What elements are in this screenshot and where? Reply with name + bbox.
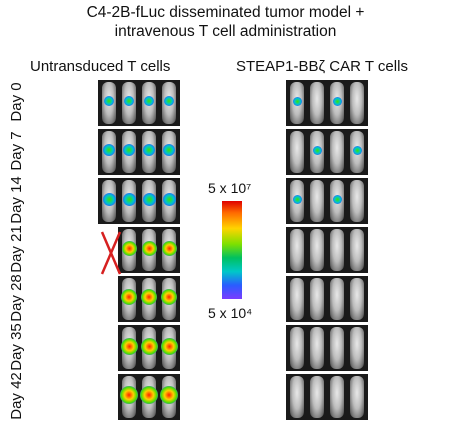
mouse-image — [310, 376, 324, 418]
mouse-image — [350, 278, 364, 320]
luminescence-signal — [102, 192, 116, 206]
luminescence-signal — [352, 145, 362, 155]
luminescence-signal — [164, 96, 174, 106]
luminescence-signal — [122, 192, 136, 206]
mouse-image — [350, 82, 364, 124]
day-label-text: Day 42 — [8, 372, 25, 420]
luminescence-signal — [120, 337, 138, 355]
luminescence-signal — [140, 386, 158, 404]
luminescence-signal — [292, 194, 302, 204]
untransduced-imaging-panel — [118, 325, 180, 371]
luminescence-signal — [160, 337, 178, 355]
day-label-text: Day 35 — [8, 323, 25, 371]
mouse-image — [290, 278, 304, 320]
day-label-text: Day 28 — [8, 274, 25, 322]
luminescence-signal — [140, 337, 158, 355]
luminescence-signal — [160, 386, 178, 404]
mouse-image — [330, 376, 344, 418]
untransduced-imaging-panel — [98, 80, 180, 126]
untransduced-imaging-panel — [98, 178, 180, 224]
luminescence-signal — [163, 144, 175, 156]
day-label: Day 42 — [8, 372, 50, 426]
day-label-text: Day 7 — [8, 131, 25, 171]
day-label-text: Day 21 — [8, 225, 25, 273]
car-t-imaging-panel — [286, 276, 368, 322]
group-label-car-t: STEAP1-BBζ CAR T cells — [236, 58, 408, 75]
luminescence-signal — [141, 240, 157, 256]
mouse-image — [290, 229, 304, 271]
mouse-image — [310, 278, 324, 320]
luminescence-signal — [104, 96, 114, 106]
luminescence-signal — [144, 96, 154, 106]
luminescence-signal — [312, 145, 322, 155]
luminescence-signal — [124, 96, 134, 106]
mouse-image — [310, 180, 324, 222]
untransduced-imaging-panel — [98, 129, 180, 175]
luminescence-signal — [162, 192, 176, 206]
car-t-imaging-panel — [286, 178, 368, 224]
mouse-image — [310, 327, 324, 369]
luminescence-signal — [332, 96, 342, 106]
luminescence-signal — [161, 240, 177, 256]
figure-title-line-1: C4-2B-fLuc disseminated tumor model + — [86, 4, 365, 21]
luminescence-signal — [103, 144, 115, 156]
day-label-text: Day 14 — [8, 176, 25, 224]
mouse-image — [290, 376, 304, 418]
mouse-image — [350, 180, 364, 222]
mouse-image — [350, 376, 364, 418]
untransduced-imaging-panel — [118, 227, 180, 273]
mouse-image — [330, 229, 344, 271]
luminescence-signal — [121, 289, 137, 305]
deceased-mouse-x-mark — [100, 231, 122, 275]
luminescence-signal — [292, 96, 302, 106]
mouse-image — [350, 327, 364, 369]
luminescence-signal — [141, 289, 157, 305]
mouse-image — [330, 327, 344, 369]
luminescence-signal — [121, 240, 137, 256]
luminescence-signal — [123, 144, 135, 156]
mouse-image — [290, 131, 304, 173]
luminescence-signal — [161, 289, 177, 305]
colorbar-min-label: 5 x 10⁴ — [208, 305, 253, 321]
mouse-image — [310, 229, 324, 271]
mouse-image — [330, 131, 344, 173]
car-t-imaging-panel — [286, 325, 368, 371]
car-t-imaging-panel — [286, 129, 368, 175]
figure-title-line-2: intravenous T cell administration — [114, 23, 337, 40]
untransduced-imaging-panel — [118, 276, 180, 322]
luminescence-signal — [142, 192, 156, 206]
mouse-image — [330, 278, 344, 320]
mouse-image — [310, 82, 324, 124]
mouse-image — [290, 327, 304, 369]
untransduced-imaging-panel — [118, 374, 180, 420]
mouse-image — [350, 229, 364, 271]
car-t-imaging-panel — [286, 80, 368, 126]
car-t-imaging-panel — [286, 227, 368, 273]
luminescence-signal — [143, 144, 155, 156]
luminescence-signal — [120, 386, 138, 404]
day-label-text: Day 0 — [8, 82, 25, 122]
car-t-imaging-panel — [286, 374, 368, 420]
colorbar-max-label: 5 x 10⁷ — [208, 180, 252, 196]
group-label-untransduced: Untransduced T cells — [30, 58, 171, 75]
luminescence-signal — [332, 194, 342, 204]
luminescence-colorbar — [222, 201, 242, 299]
